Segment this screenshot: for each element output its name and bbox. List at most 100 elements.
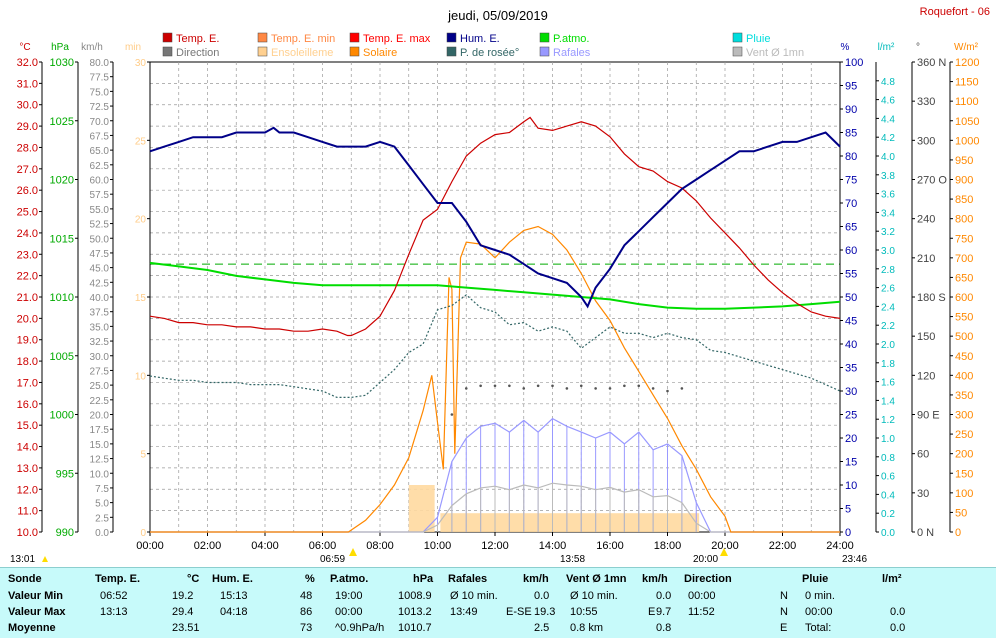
x-tick-label: 00:00: [136, 540, 164, 552]
wind-tick-label: 80.0: [90, 58, 110, 69]
solar-tick-label: 400: [955, 370, 973, 382]
stats-header-pluie: Pluie: [802, 573, 829, 585]
solar-tick-label: 150: [955, 468, 973, 480]
humidity-tick-label: 55: [845, 269, 857, 281]
stats-pluie-val: 0.0: [890, 622, 906, 634]
stats-header-vent-unit: km/h: [642, 573, 668, 585]
wind-tick-label: 50.0: [90, 234, 110, 245]
x-tick-label: 06:00: [309, 540, 337, 552]
temp-tick-label: 21.0: [17, 292, 38, 304]
x-tick-label: 10:00: [424, 540, 452, 552]
stats-vent-dir: E: [648, 606, 656, 618]
direction-tick-label: 150: [917, 331, 935, 343]
minutes-tick-label: 15: [135, 293, 147, 304]
direction-point: [623, 384, 626, 388]
temp-tick-label: 32.0: [17, 57, 38, 69]
humidity-tick-label: 75: [845, 175, 857, 187]
humidity-tick-label: 10: [845, 480, 857, 492]
solar-unit: W/m²: [954, 42, 979, 53]
humidity-tick-label: 90: [845, 104, 857, 116]
rain-tick-label: 0.2: [881, 509, 895, 520]
solar-tick-label: 100: [955, 488, 973, 500]
rain-tick-label: 3.2: [881, 227, 895, 238]
rain-tick-label: 0.0: [881, 528, 895, 539]
wind-tick-label: 37.5: [90, 308, 110, 319]
wind-tick-label: 70.0: [90, 117, 110, 128]
legend-swatch: [446, 46, 457, 57]
direction-point: [637, 384, 641, 388]
temp-tick-label: 13.0: [17, 463, 38, 475]
legend-label: Hum. E.: [460, 33, 500, 45]
direction-tick-label: 210: [917, 253, 935, 265]
wind-tick-label: 55.0: [90, 205, 110, 216]
direction-point: [522, 387, 526, 390]
legend-swatch: [732, 32, 743, 43]
direction-point: [551, 384, 554, 388]
wind-tick-label: 40.0: [90, 293, 110, 304]
x-tick-label: 08:00: [366, 540, 394, 552]
series-hum-e: [149, 126, 841, 309]
stats-patmo-val: 1010.7: [398, 622, 432, 634]
temp-tick-label: 23.0: [17, 249, 38, 261]
legend: Temp. E. Direction Temp. E. min Ensoleillem…: [162, 32, 804, 59]
stats-pluie-time: Total:: [805, 622, 832, 634]
wind-tick-label: 35.0: [90, 322, 110, 333]
temp-tick-label: 31.0: [17, 78, 38, 90]
temp-tick-label: 17.0: [17, 377, 38, 389]
pressure-tick-label: 1015: [50, 233, 74, 245]
legend-label: Vent Ø 1mn: [746, 47, 804, 59]
solar-tick-label: 1100: [955, 96, 979, 108]
chart-title: jeudi, 05/09/2019: [447, 8, 548, 23]
stats-header-patmo-unit: hPa: [413, 573, 434, 585]
stats-pluie-val: 0.0: [890, 606, 906, 618]
stats-hum-val: 73: [300, 622, 313, 634]
minutes-tick-label: 0: [140, 528, 146, 539]
rain-tick-label: 3.6: [881, 190, 895, 201]
humidity-unit: %: [841, 42, 850, 53]
x-tick-label: 22:00: [769, 540, 797, 552]
legend-swatch: [257, 46, 268, 57]
stats-header-direction: Direction: [684, 573, 732, 585]
pressure-tick-label: 1025: [50, 116, 74, 128]
wind-tick-label: 65.0: [90, 146, 110, 157]
wind-tick-label: 2.5: [95, 513, 109, 524]
pressure-tick-label: 1020: [50, 175, 74, 187]
pressure-tick-label: 1030: [50, 57, 74, 69]
stats-header-pluie-unit: l/m²: [882, 573, 902, 585]
wind-tick-label: 5.0: [95, 499, 109, 510]
rain-tick-label: 0.6: [881, 472, 895, 483]
stats-vent-time: 0.8 km: [570, 622, 604, 634]
solar-tick-label: 50: [955, 507, 967, 519]
direction-point: [594, 387, 597, 390]
wind-tick-label: 7.5: [95, 484, 109, 495]
rain-tick-label: 2.6: [881, 284, 895, 295]
solar-tick-label: 1150: [955, 77, 979, 89]
legend-swatch: [539, 46, 550, 57]
solar-tick-label: 1200: [955, 57, 979, 69]
stats-dir-val: N: [780, 606, 788, 618]
temp-tick-label: 19.0: [17, 335, 38, 347]
legend-label: Temp. E. min: [271, 33, 335, 45]
humidity-tick-label: 5: [845, 504, 851, 516]
x-tick-label: 20:00: [711, 540, 739, 552]
direction-tick-label: 0 N: [917, 527, 934, 539]
stats-raf-time: Ø 10 min.: [450, 590, 498, 602]
sunset-marker-icon: [720, 548, 728, 556]
pressure-tick-label: 1005: [50, 351, 74, 363]
solar-tick-label: 750: [955, 233, 973, 245]
legend-label: P.atmo.: [553, 33, 590, 45]
station-name: Roquefort - 06: [920, 6, 990, 18]
rain-tick-label: 1.6: [881, 378, 895, 389]
wind-tick-label: 27.5: [90, 366, 110, 377]
humidity-tick-label: 25: [845, 410, 857, 422]
wind-tick-label: 12.5: [90, 455, 110, 466]
temp-tick-label: 14.0: [17, 442, 38, 454]
x-axis: 00:00 02:00 04:00 06:00 08:00 10:00 12:00 14:00…: [136, 532, 854, 552]
solar-tick-label: 450: [955, 351, 973, 363]
stats-temp-val: 19.2: [172, 590, 194, 602]
temp-tick-label: 25.0: [17, 207, 38, 219]
x-tick-label: 02:00: [194, 540, 222, 552]
pressure-unit: hPa: [51, 42, 69, 53]
temp-tick-label: 18.0: [17, 356, 38, 368]
stats-temp-time: 06:52: [100, 590, 128, 602]
